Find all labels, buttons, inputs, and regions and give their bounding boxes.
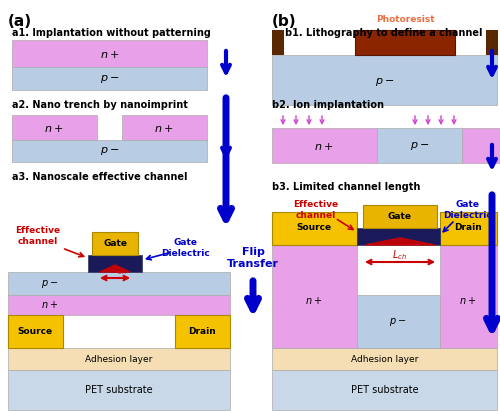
Text: Adhesion layer: Adhesion layer <box>86 355 152 363</box>
Bar <box>272 370 497 410</box>
Bar <box>122 115 207 140</box>
Bar <box>272 128 377 163</box>
Text: $p-$: $p-$ <box>42 278 58 290</box>
Bar <box>357 228 440 245</box>
Text: $p-$: $p-$ <box>100 73 119 85</box>
Text: Source: Source <box>18 328 52 337</box>
Bar <box>355 30 455 55</box>
Text: Effective
channel: Effective channel <box>16 226 60 246</box>
Bar <box>92 232 138 255</box>
Text: $p-$: $p-$ <box>376 76 394 88</box>
Text: Drain: Drain <box>454 224 482 233</box>
Bar <box>12 140 207 162</box>
Text: Gate
Dielectric: Gate Dielectric <box>444 200 492 220</box>
Text: $n+$: $n+$ <box>460 295 476 305</box>
Text: Gate: Gate <box>388 212 412 222</box>
Bar <box>8 272 230 295</box>
Bar <box>272 245 357 348</box>
Text: $n+$: $n+$ <box>42 300 58 310</box>
Text: $L_{ch}$: $L_{ch}$ <box>392 248 407 262</box>
Bar <box>440 212 497 245</box>
Bar <box>12 40 207 67</box>
Text: Effective
channel: Effective channel <box>294 200 339 220</box>
Bar <box>12 115 97 140</box>
Text: $n+$: $n+$ <box>154 122 174 134</box>
Bar <box>272 55 497 105</box>
Text: Drain: Drain <box>188 328 216 337</box>
Bar <box>272 212 357 245</box>
Text: Photoresist: Photoresist <box>376 16 434 25</box>
Bar <box>272 30 284 55</box>
Bar <box>377 128 462 163</box>
Text: Source: Source <box>296 224 332 233</box>
Bar <box>8 295 230 315</box>
Text: b1. Lithography to define a channel: b1. Lithography to define a channel <box>285 28 482 38</box>
Bar <box>8 348 230 370</box>
Bar <box>272 348 497 370</box>
Bar <box>486 30 498 55</box>
Text: $p-$: $p-$ <box>390 316 406 328</box>
Text: (a): (a) <box>8 14 32 29</box>
Bar <box>175 315 230 348</box>
Text: a2. Nano trench by nanoimprint: a2. Nano trench by nanoimprint <box>12 100 188 110</box>
Bar <box>363 205 437 228</box>
Text: $n+$: $n+$ <box>100 48 119 60</box>
Polygon shape <box>100 265 130 272</box>
Text: $L_{ch}$: $L_{ch}$ <box>112 263 128 277</box>
Text: Adhesion layer: Adhesion layer <box>352 355 418 363</box>
Bar <box>440 245 497 348</box>
Text: (b): (b) <box>272 14 296 29</box>
Text: b3. Limited channel length: b3. Limited channel length <box>272 182 420 192</box>
Polygon shape <box>365 238 435 245</box>
Bar <box>462 128 500 163</box>
Text: Flip
Transfer: Flip Transfer <box>227 247 279 269</box>
Text: $p-$: $p-$ <box>410 140 430 152</box>
Bar <box>8 370 230 410</box>
Bar <box>12 67 207 90</box>
Text: Gate
Dielectric: Gate Dielectric <box>160 238 210 258</box>
Bar <box>88 255 142 272</box>
Bar <box>357 295 440 348</box>
Text: $p-$: $p-$ <box>100 145 119 157</box>
Text: $n+$: $n+$ <box>44 122 64 134</box>
Text: a3. Nanoscale effective channel: a3. Nanoscale effective channel <box>12 172 188 182</box>
Text: PET substrate: PET substrate <box>351 385 419 395</box>
Text: PET substrate: PET substrate <box>85 385 153 395</box>
Text: $n+$: $n+$ <box>314 141 334 152</box>
Text: b2. Ion implantation: b2. Ion implantation <box>272 100 384 110</box>
Text: Gate: Gate <box>103 240 127 249</box>
Text: $n+$: $n+$ <box>306 295 322 305</box>
Text: a1. Implantation without patterning: a1. Implantation without patterning <box>12 28 211 38</box>
Bar <box>8 315 63 348</box>
